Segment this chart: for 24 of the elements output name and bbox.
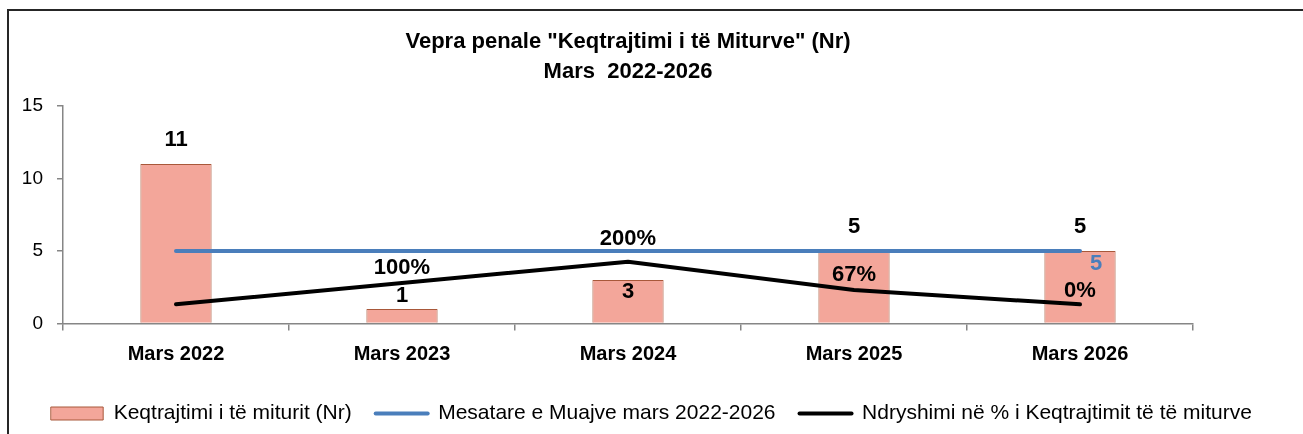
legend-label: Mesatare e Muajve mars 2022-2026 [438,400,776,424]
y-tick-label: 15 [21,94,43,116]
data-label: 11 [164,126,188,152]
legend-label: Ndryshimi në % i Keqtrajtimit të të miturve [862,400,1252,424]
data-label: 0% [1064,277,1096,303]
chart-title: Vepra penale "Keqtrajtimi i të Miturve" (Nr) [405,28,851,54]
y-tick-label: 5 [32,239,43,261]
data-label: 1 [395,281,409,307]
data-label: 3 [621,278,635,304]
data-label: 200% [599,225,657,251]
data-label: 67% [831,261,877,287]
data-label: 5 [1090,250,1103,276]
data-label: 100% [373,254,431,280]
x-tick-label: Mars 2022 [127,342,225,365]
y-tick-label: 0 [32,311,43,333]
x-tick-label: Mars 2025 [805,342,903,365]
x-tick-label: Mars 2024 [579,342,678,365]
data-label: 5 [1073,213,1087,239]
x-tick-label: Mars 2023 [353,342,451,365]
y-tick-label: 10 [21,166,43,188]
chart-subtitle: Mars 2022-2026 [543,58,713,84]
data-label: 5 [847,213,861,239]
x-tick-label: Mars 2026 [1031,342,1129,365]
legend-label: Keqtrajtimi i të miturit (Nr) [113,400,352,424]
